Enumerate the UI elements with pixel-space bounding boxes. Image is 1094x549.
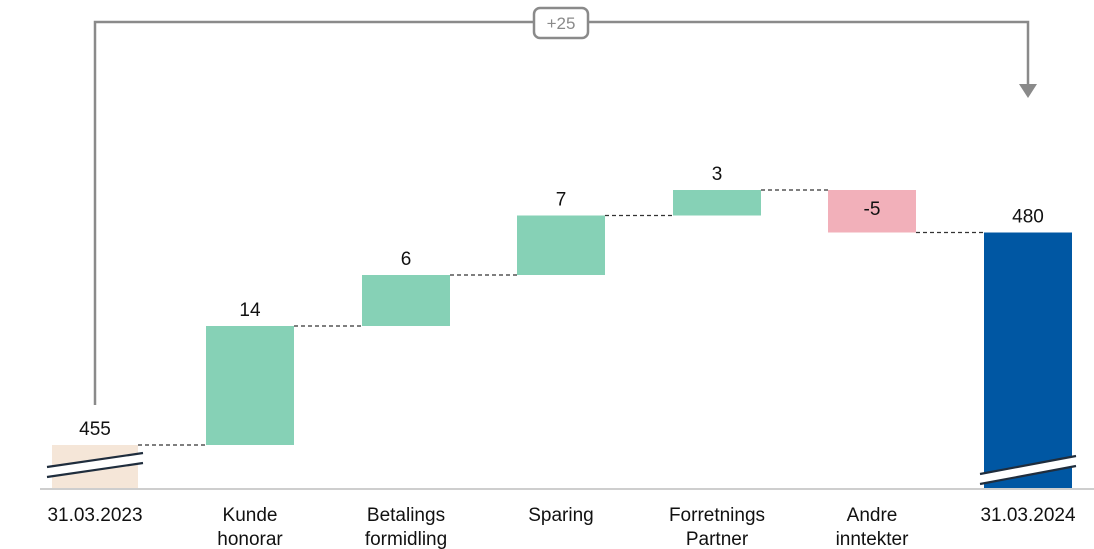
bracket-left-line [93, 20, 533, 405]
bar-change-5 [828, 190, 916, 233]
value-label: 7 [556, 190, 567, 211]
bar-change-1 [206, 326, 294, 445]
total-change-label: +25 [547, 14, 576, 33]
axis-breaks-group [46, 451, 1077, 486]
category-label: Forretnings [669, 505, 765, 526]
axis-break-end [979, 454, 1077, 486]
bar-end [984, 232, 1072, 488]
value-label: 14 [239, 300, 261, 321]
category-label: inntekter [836, 529, 910, 549]
category-label: 31.03.2024 [980, 505, 1076, 526]
bar-change-3 [517, 215, 605, 275]
bar-change-4 [673, 190, 761, 216]
bracket-arrowhead [1019, 84, 1037, 98]
bracket-right-line [589, 20, 1030, 88]
value-label: 480 [1012, 207, 1044, 228]
connectors-group [138, 189, 984, 446]
axis-break-start [46, 451, 144, 479]
category-label: 31.03.2023 [47, 505, 142, 526]
value-label: 455 [79, 419, 111, 440]
axis-break-line [46, 461, 144, 479]
value-label: -5 [864, 199, 881, 220]
bars-group [52, 190, 1072, 488]
category-label: Andre [847, 505, 898, 526]
category-label: Sparing [528, 505, 594, 526]
category-label: Partner [686, 529, 749, 549]
total-change-bracket: +25 [93, 6, 1037, 405]
value-labels-group: 455 14 6 7 3 -5 480 [79, 164, 1044, 440]
axis-break-gap [980, 456, 1076, 484]
category-label: Kunde [223, 505, 278, 526]
category-label: Betalings [367, 505, 445, 526]
axis-break-line [979, 464, 1077, 486]
total-change-box [532, 6, 590, 40]
category-label: honorar [217, 529, 283, 549]
value-label: 6 [401, 249, 412, 270]
axis-break-line [979, 454, 1077, 476]
axis-break-line [46, 451, 144, 469]
category-label: formidling [365, 529, 447, 549]
category-labels-group: 31.03.2023 Kunde honorar Betalings formidlin… [47, 505, 1076, 549]
axis-break-gap [47, 453, 143, 477]
bar-change-2 [362, 275, 450, 326]
value-label: 3 [712, 164, 723, 185]
